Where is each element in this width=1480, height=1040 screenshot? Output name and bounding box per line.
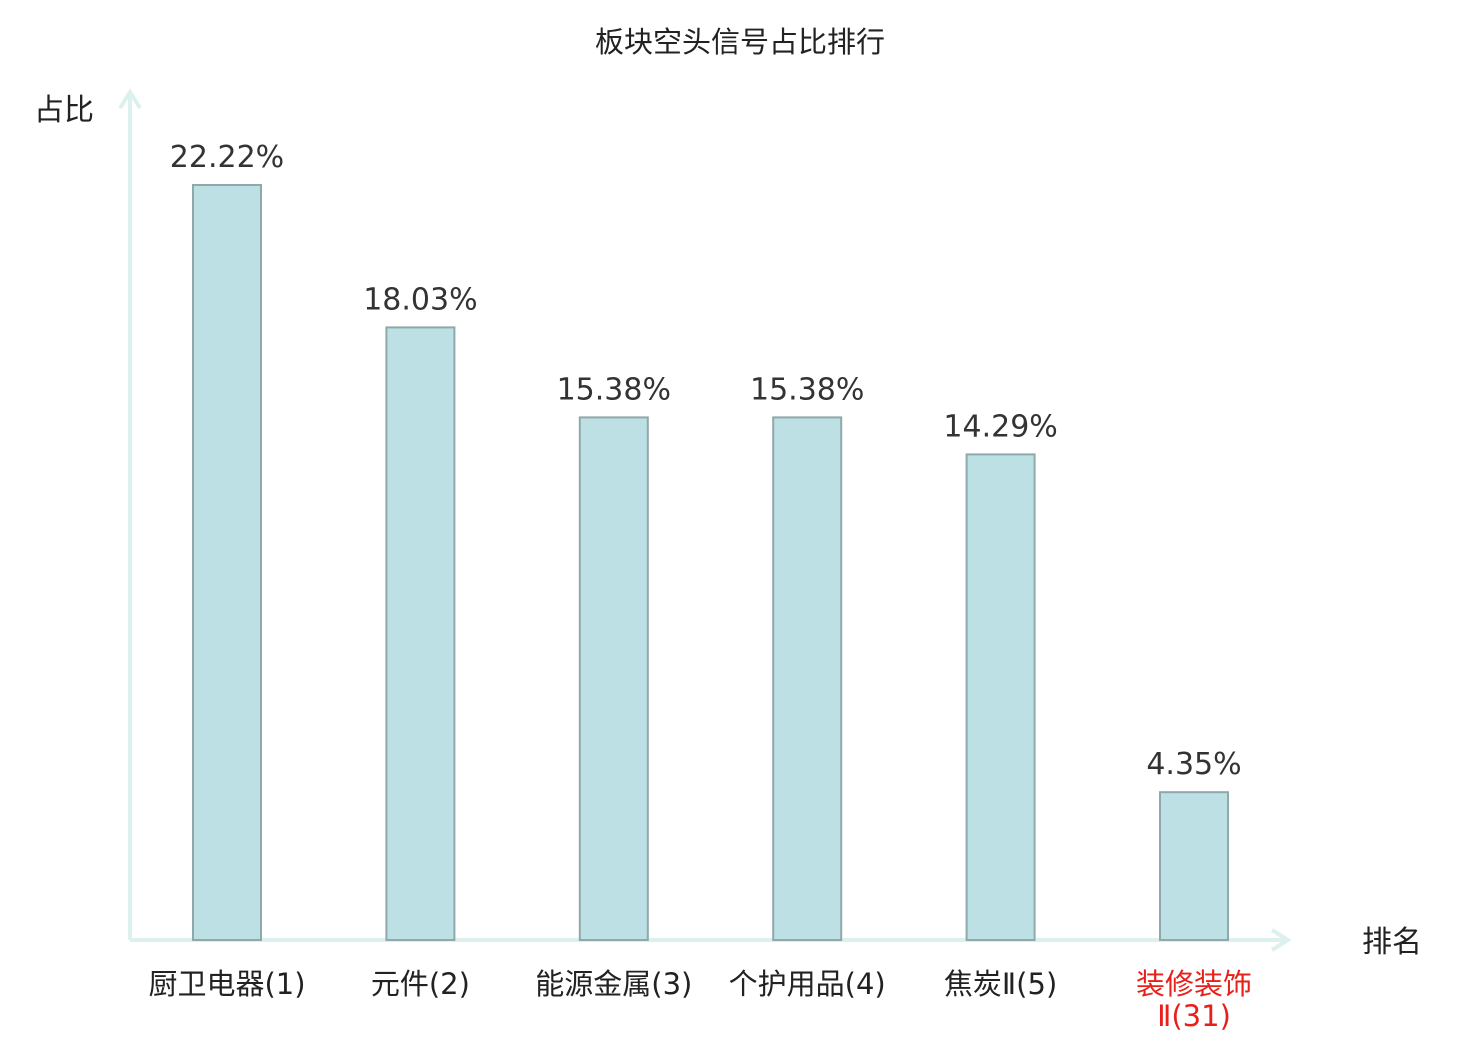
category-label-1: 厨卫电器(1) [148,967,305,1001]
category-label-line: 厨卫电器(1) [148,967,305,1001]
category-label-line: Ⅱ(31) [1157,999,1231,1033]
bars-group: 22.22% 厨卫电器(1) 18.03% 元件(2) 15.38% 能源金属(3) 15.… [148,140,1252,1033]
y-axis-label: 占比 [34,93,94,128]
bar-5 [965,453,1036,941]
bar-1 [192,184,262,941]
value-label-4: 15.38% [750,372,864,407]
x-axis-label: 排名 [1362,925,1422,960]
value-label-3: 15.38% [557,372,671,407]
category-label-4: 个护用品(4) [729,967,886,1001]
y-axis-arrow [118,88,142,110]
value-label-5: 14.29% [943,409,1057,444]
bar-6 [1159,791,1229,942]
category-label-5: 焦炭Ⅱ(5) [944,967,1057,1001]
category-label-line: 个护用品(4) [729,967,886,1001]
category-label-line: 焦炭Ⅱ(5) [944,967,1057,1001]
bar-2 [385,326,456,941]
category-label-line: 元件(2) [371,967,470,1001]
category-label-3: 能源金属(3) [535,967,692,1001]
x-axis-arrow [1270,928,1292,952]
bar-3 [578,416,649,941]
value-label-2: 18.03% [363,282,477,317]
category-label-6: 装修装饰 Ⅱ(31) [1136,967,1252,1033]
bar-4 [772,416,843,941]
category-label-line: 装修装饰 [1136,967,1252,1001]
value-label-1: 22.22% [170,140,284,175]
axes [118,88,1292,952]
category-label-line: 能源金属(3) [535,967,692,1001]
chart-title: 板块空头信号占比排行 [595,25,885,59]
category-label-2: 元件(2) [371,967,470,1001]
value-label-6: 4.35% [1146,747,1241,782]
